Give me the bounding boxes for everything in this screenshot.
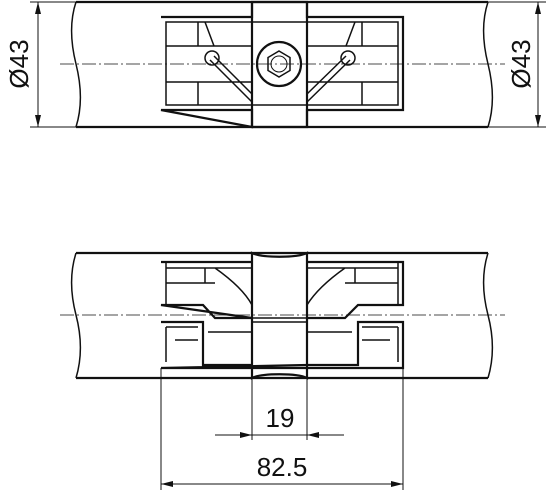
top-tube-break-right xyxy=(482,1,494,128)
dim-19-label: 19 xyxy=(266,403,295,433)
top-clamp xyxy=(250,0,309,129)
top-screw-head xyxy=(255,40,303,88)
front-lower-block xyxy=(160,320,405,370)
dim-82-5-arrow-left xyxy=(161,481,173,487)
front-tube-break-right xyxy=(482,252,494,379)
left-diameter-label: Ø43 xyxy=(4,39,34,88)
front-clamp xyxy=(250,251,309,380)
left-arrow-bottom xyxy=(35,115,41,127)
front-upper-block xyxy=(160,260,405,320)
top-tube-outline xyxy=(76,0,488,129)
top-view: Ø43 Ø43 xyxy=(4,0,546,129)
top-socket-inner xyxy=(270,55,288,73)
hex-socket-icon xyxy=(267,50,291,78)
dim-82-5-arrow-right xyxy=(391,481,403,487)
top-tube-break-left xyxy=(70,1,82,128)
top-ribs xyxy=(166,21,398,105)
front-tube-outline xyxy=(76,251,488,380)
top-connector-body xyxy=(160,2,405,129)
top-connector-inner xyxy=(165,21,399,106)
dim-82-5-label: 82.5 xyxy=(257,452,308,482)
front-clamp-slot xyxy=(252,317,307,323)
dim-19-arrow-right xyxy=(307,432,319,438)
right-diameter-label: Ø43 xyxy=(506,39,536,88)
dim-19-arrow-left xyxy=(240,432,252,438)
right-arrow-bottom xyxy=(535,115,541,127)
front-tube-break-left xyxy=(70,252,82,379)
front-lower-ribs xyxy=(165,326,399,362)
front-upper-ribs xyxy=(165,262,399,306)
left-arrow-top xyxy=(35,2,41,14)
right-arrow-top xyxy=(535,2,541,14)
front-view: 19 82.5 xyxy=(60,251,505,490)
